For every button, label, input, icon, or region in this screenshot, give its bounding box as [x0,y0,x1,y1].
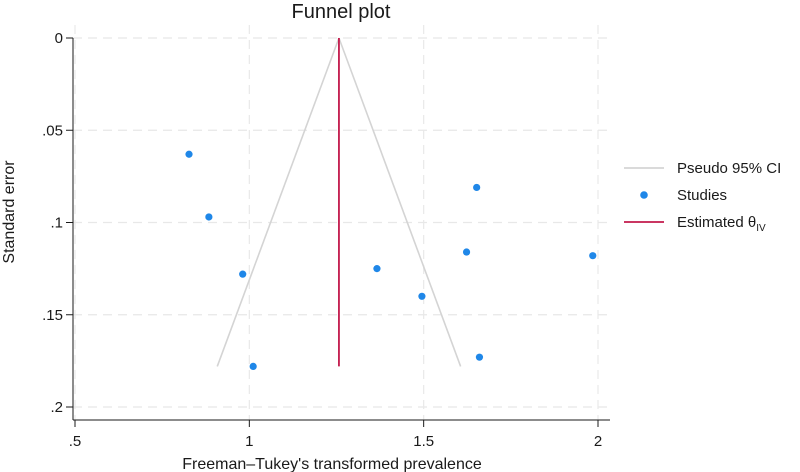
legend-label: Pseudo 95% CI [677,160,781,177]
pseudo-ci-right-line [338,37,462,367]
pseudo-ci-left-line [216,37,340,367]
pseudo-ci-funnel [216,37,462,367]
x-axis-title: Freeman–Tukey's transformed prevalence [182,456,482,472]
legend-label: Estimated θIV [677,214,766,234]
y-axis-title: Standard error [1,160,18,264]
chart-title: Funnel plot [292,1,391,23]
study-point [475,353,484,361]
study-point [185,150,193,158]
study-point [249,362,257,371]
study-point [589,252,597,260]
gridlines [73,25,610,420]
y-tick-label: .05 [42,122,63,139]
x-tick-label: 1 [245,433,253,450]
y-tick-label: .1 [50,215,63,232]
study-point [418,292,426,300]
study-points [185,150,597,371]
legend: Pseudo 95% CI Studies Estimated θIV [624,160,781,234]
legend-swatch-dot [640,191,648,199]
x-tick-label: 1.5 [413,433,434,450]
legend-label-subscript: IV [756,223,766,234]
legend-label: Studies [677,187,727,204]
study-point [373,265,381,273]
tick-labels: 0 .05 .1 .15 .2 .5 1 1.5 2 [42,30,602,450]
y-tick-label: .2 [50,399,63,416]
study-point [205,213,213,221]
y-tick-label: 0 [55,30,63,47]
y-tick-label: .15 [42,307,63,324]
study-point [473,183,481,192]
axes [66,37,610,427]
study-point [462,248,471,256]
study-point [239,270,247,278]
x-tick-label: 2 [594,433,602,450]
x-tick-label: .5 [69,433,82,450]
